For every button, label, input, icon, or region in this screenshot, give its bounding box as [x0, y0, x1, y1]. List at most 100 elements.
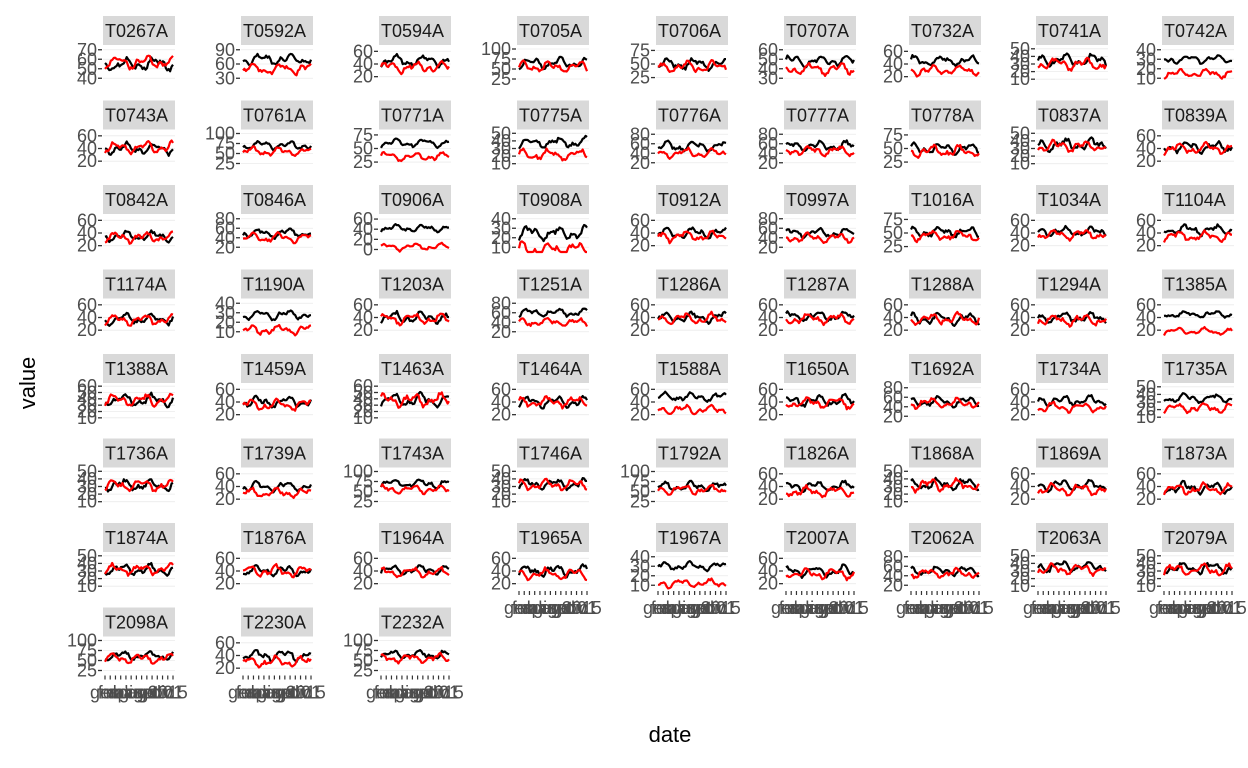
x-tick-label: mag	[1167, 598, 1202, 618]
x-tick-label: mag	[384, 683, 419, 703]
y-tick-label: 20	[491, 146, 511, 166]
x-tick-label: giu	[533, 598, 557, 618]
facet-strip-label: T0743A	[105, 106, 168, 126]
y-tick-label: 25	[883, 237, 903, 257]
series-line-black	[657, 226, 727, 240]
facet-strip-label: T1463A	[381, 359, 444, 379]
y-tick-label: 30	[215, 303, 235, 323]
series-line-red	[379, 59, 450, 76]
y-tick-label: 50	[77, 59, 97, 79]
y-tick-label: 20	[1136, 320, 1156, 340]
y-tick-label: 40	[353, 219, 373, 239]
y-tick-label: 20	[77, 236, 97, 256]
facet-strip-label: T0732A	[911, 21, 974, 41]
y-tick-label: 40	[758, 392, 778, 412]
y-tick-label: 50	[77, 546, 97, 566]
series-line-red	[1037, 400, 1107, 414]
x-tick-label: gen	[896, 598, 926, 618]
facet-strip	[1036, 16, 1108, 45]
y-tick-label: 100	[481, 39, 511, 59]
x-tick-label: dic	[1210, 598, 1233, 618]
x-tick-label: 01	[577, 598, 597, 618]
x-tick-label: 2015	[1081, 598, 1121, 618]
facet-strip	[784, 523, 856, 552]
y-tick-label: 40	[1136, 308, 1156, 328]
series-line-red	[910, 396, 980, 410]
x-tick-label: mar	[1033, 598, 1064, 618]
series-line-red	[910, 566, 980, 580]
series-line-black	[380, 309, 450, 325]
x-tick-label: set	[1194, 598, 1218, 618]
y-tick-label: 40	[1010, 131, 1030, 151]
facet-strip	[656, 16, 728, 45]
x-tick-label: lug	[805, 598, 829, 618]
facet-strip	[241, 438, 313, 468]
y-tick-label: 40	[1136, 139, 1156, 159]
y-tick-label: 75	[883, 125, 903, 145]
y-tick-label: 60	[758, 548, 778, 568]
x-tick-label: nov	[419, 683, 448, 703]
y-tick-label: 40	[215, 561, 235, 581]
y-tick-label: 25	[630, 68, 650, 88]
y-tick-label: 40	[630, 547, 650, 567]
series-line-red	[242, 231, 312, 245]
y-tick-label: 60	[1010, 295, 1030, 315]
facet-strip	[656, 185, 728, 214]
y-tick-label: 20	[1136, 400, 1156, 420]
facet-strip-label: T1735A	[1164, 359, 1227, 379]
y-tick-label: 40	[630, 308, 650, 328]
y-tick-label: 20	[630, 153, 650, 173]
y-tick-label: 30	[77, 477, 97, 497]
x-tick-label: 01	[1096, 598, 1116, 618]
series-line-red	[786, 231, 855, 244]
y-tick-label: 20	[77, 320, 97, 340]
series-line-red	[785, 145, 855, 158]
series-line-red	[657, 58, 728, 74]
facet-strip-label: T2098A	[105, 613, 168, 633]
x-tick-label: set	[549, 598, 573, 618]
x-tick-label: 01	[439, 683, 459, 703]
x-tick-label: mag	[661, 598, 696, 618]
y-tick-label: 80	[215, 209, 235, 229]
series-line-red	[910, 310, 981, 326]
y-tick-label: 60	[491, 548, 511, 568]
facet-strip	[1162, 269, 1234, 299]
facet-strip-label: T0778A	[911, 106, 974, 126]
series-line-red	[242, 145, 312, 157]
facet-strip	[909, 269, 981, 299]
facet-strip	[379, 185, 451, 214]
x-tick-label: dic	[565, 598, 588, 618]
series-line-black	[242, 394, 313, 409]
x-tick-label: apr	[246, 683, 272, 703]
y-tick-label: 80	[630, 124, 650, 144]
y-tick-label: 20	[1010, 236, 1030, 256]
x-tick-label: feb	[651, 598, 676, 618]
series-line-black	[657, 310, 727, 325]
x-tick-label: apr	[1041, 598, 1067, 618]
x-tick-label: nov	[696, 598, 725, 618]
y-tick-label: 75	[77, 641, 97, 661]
facet-strip	[379, 269, 451, 299]
x-tick-label: mar	[100, 683, 131, 703]
y-tick-label: 60	[758, 379, 778, 399]
series-line-red	[1036, 313, 1107, 328]
y-tick-label: 30	[1136, 49, 1156, 69]
y-tick-label: 10	[77, 408, 97, 428]
y-tick-label: 60	[883, 295, 903, 315]
x-tick-label: mar	[781, 598, 812, 618]
facet-strip	[909, 100, 981, 130]
facet-strip-label: T0761A	[243, 106, 306, 126]
facet-strip	[656, 100, 728, 130]
x-tick-label: mag	[522, 598, 557, 618]
